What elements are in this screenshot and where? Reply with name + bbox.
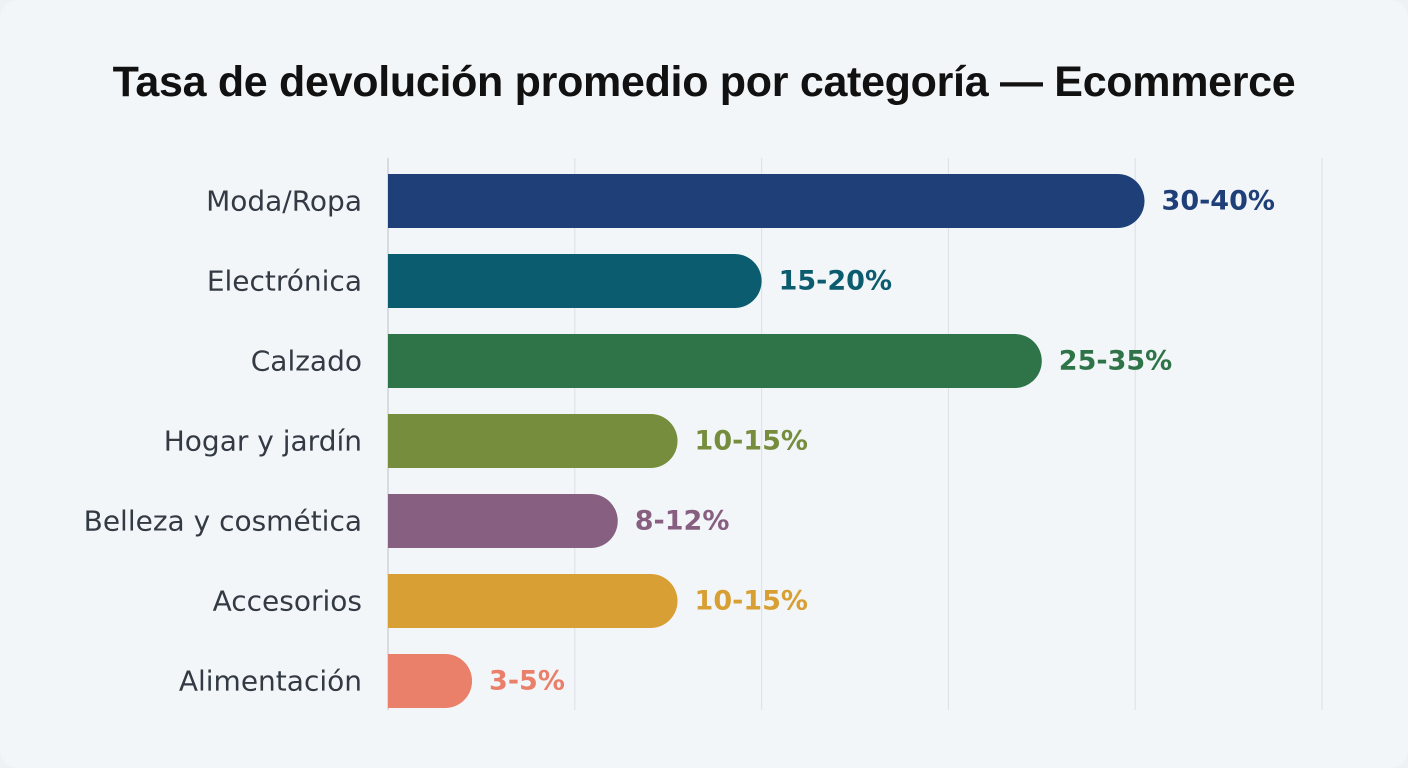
category-label: Accesorios [213,585,362,618]
data-label: 8-12% [635,506,730,537]
category-label: Alimentación [179,665,362,698]
bar [388,494,618,548]
category-label: Moda/Ropa [206,185,362,218]
bar [388,414,678,468]
bar [388,334,1042,388]
data-label: 25-35% [1059,346,1172,377]
bar [388,174,1145,228]
data-label: 15-20% [779,266,892,297]
category-label: Calzado [251,345,362,378]
data-label: 10-15% [695,426,808,457]
bar [388,254,762,308]
data-label: 10-15% [695,586,808,617]
data-label: 3-5% [489,666,565,697]
data-label: 30-40% [1162,186,1275,217]
chart-title: Tasa de devolución promedio por categorí… [112,58,1296,106]
category-label: Electrónica [207,265,362,298]
bar [388,654,473,708]
bar [388,574,678,628]
category-label: Hogar y jardín [164,425,362,458]
category-label: Belleza y cosmética [84,505,362,538]
